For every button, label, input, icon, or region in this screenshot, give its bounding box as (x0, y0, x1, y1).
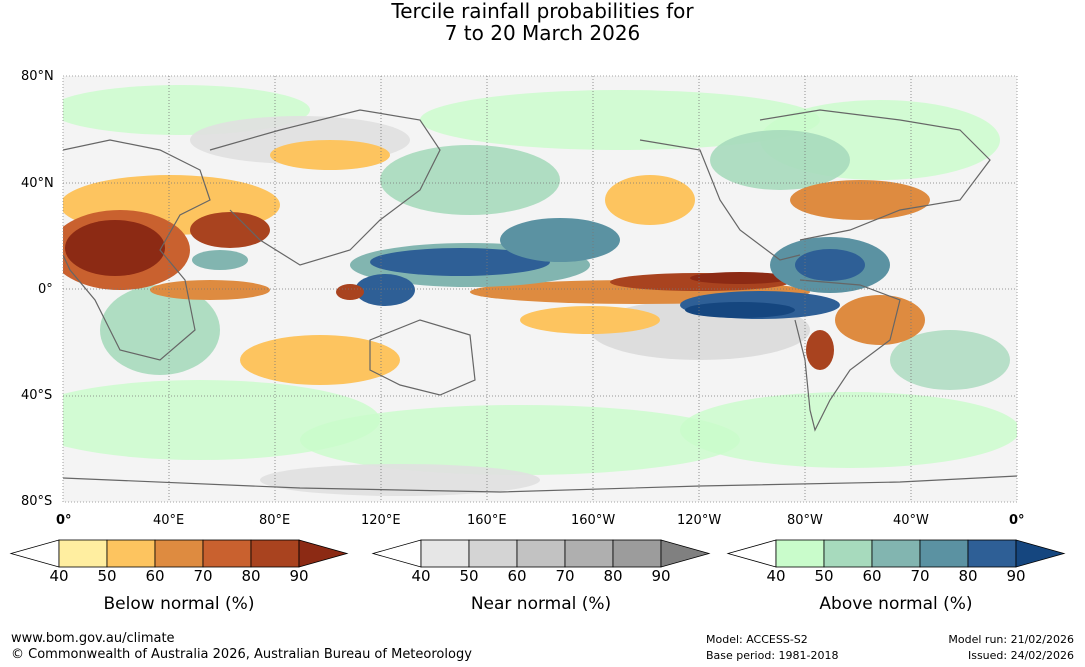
legend-above-swatch-0 (775, 539, 825, 568)
legend-title-below: Below normal (%) (103, 594, 255, 614)
legend-near-tick-70: 70 (555, 567, 575, 585)
legend-bars (9, 539, 1066, 568)
legend-above-tick-60: 60 (862, 567, 882, 585)
legend-below-swatch-0 (58, 539, 108, 568)
legend-near-swatch-3 (564, 539, 614, 568)
legend-below-swatch-4 (250, 539, 300, 568)
legend-near-swatch-0 (420, 539, 470, 568)
lat-label-80s: 80°S (21, 494, 53, 509)
lat-label-40n: 40°N (21, 176, 54, 191)
legend-below-low-arrow (9, 539, 60, 568)
legend-above-tick-90: 90 (1006, 567, 1026, 585)
legend-below-tick-50: 50 (97, 567, 117, 585)
lon-label-160e: 160°E (467, 513, 507, 528)
legend-near-tick-90: 90 (651, 567, 671, 585)
footer-model: Model: ACCESS-S2 (706, 633, 808, 646)
legend-near-swatch-2 (516, 539, 566, 568)
map-title-line-1: Tercile rainfall probabilities for (391, 0, 694, 23)
legend-above-tick-50: 50 (814, 567, 834, 585)
legend-below-tick-40: 40 (49, 567, 69, 585)
legend-above-swatch-5 (1015, 539, 1066, 568)
legend-above-swatch-2 (871, 539, 921, 568)
legend-near-tick-80: 80 (603, 567, 623, 585)
footer-model-run: Model run: 21/02/2026 (948, 633, 1074, 646)
legend-below-swatch-3 (202, 539, 252, 568)
lon-label-120e: 120°E (361, 513, 401, 528)
lon-label-0-left: 0° (56, 513, 72, 528)
legend-above-swatch-1 (823, 539, 873, 568)
lon-label-80w: 80°W (787, 513, 823, 528)
legend-below-swatch-2 (154, 539, 204, 568)
legend-above-tick-80: 80 (958, 567, 978, 585)
legend-near-tick-60: 60 (507, 567, 527, 585)
legend-below-tick-80: 80 (241, 567, 261, 585)
legend-above-low-arrow (726, 539, 777, 568)
legend-above-swatch-3 (919, 539, 969, 568)
lon-label-40e: 40°E (153, 513, 185, 528)
legend-near-tick-40: 40 (411, 567, 431, 585)
lat-label-0: 0° (38, 282, 53, 297)
legend-below-tick-70: 70 (193, 567, 213, 585)
legend-near-tick-50: 50 (459, 567, 479, 585)
legend-near-swatch-4 (612, 539, 662, 568)
map-title-line-2: 7 to 20 March 2026 (444, 21, 641, 45)
lat-label-40s: 40°S (21, 388, 53, 403)
legend-title-above: Above normal (%) (819, 594, 973, 614)
lon-label-0-right: 0° (1009, 513, 1025, 528)
legend-title-near: Near normal (%) (470, 594, 612, 614)
map-frame (62, 75, 1018, 503)
map-field (63, 76, 1017, 502)
legend-near-swatch-1 (468, 539, 518, 568)
footer-url: www.bom.gov.au/climate (11, 631, 175, 646)
legend-below-swatch-1 (106, 539, 156, 568)
legend-below-tick-90: 90 (289, 567, 309, 585)
lon-label-80e: 80°E (259, 513, 291, 528)
legend-near-low-arrow (371, 539, 422, 568)
legend-above-tick-40: 40 (766, 567, 786, 585)
lon-label-160w: 160°W (571, 513, 616, 528)
legend-below-tick-60: 60 (145, 567, 165, 585)
legend-above-tick-70: 70 (910, 567, 930, 585)
footer-copyright: © Commonwealth of Australia 2026, Austra… (11, 647, 472, 662)
coastlines (63, 109, 1017, 493)
lat-label-80n: 80°N (21, 69, 54, 84)
graticule (63, 76, 1017, 502)
lon-label-120w: 120°W (677, 513, 722, 528)
legend-near-swatch-5 (660, 539, 711, 568)
footer-issued: Issued: 24/02/2026 (967, 649, 1074, 662)
footer-base-period: Base period: 1981-2018 (706, 649, 839, 662)
legend-above-swatch-4 (967, 539, 1017, 568)
lon-label-40w: 40°W (893, 513, 929, 528)
legend-below-swatch-5 (298, 539, 349, 568)
